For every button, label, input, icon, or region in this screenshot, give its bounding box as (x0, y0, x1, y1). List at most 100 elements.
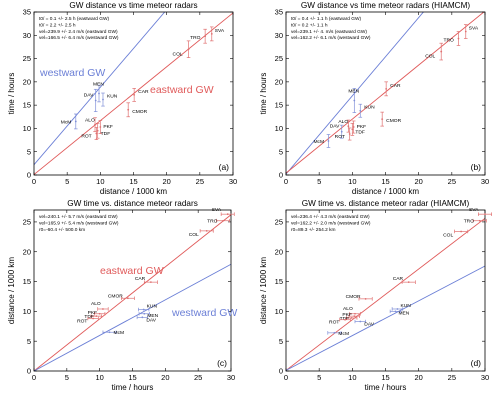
y-tick-label: 10 (275, 307, 283, 316)
y-tick-label: 15 (23, 101, 31, 110)
data-point (187, 48, 190, 51)
fit-annotation: vel=166.5 +/- 6.4 m/s (westward GW) (39, 35, 119, 41)
y-tick-label: 15 (275, 277, 283, 286)
x-tick-label: 15 (129, 177, 137, 186)
data-point (141, 316, 144, 319)
chart-title: GW time vs. distance meteor radars (67, 199, 198, 208)
station-label: DAV (330, 124, 340, 130)
station-label: COL (443, 232, 453, 238)
data-point (204, 35, 207, 38)
data-point (353, 315, 356, 318)
fit-annotation: vel=162.2 +/- 6.1 m/s (westward GW) (291, 35, 371, 41)
data-point (484, 213, 486, 216)
fit-annotation: t0/ = 0.2 +/- 1.1 h (291, 22, 328, 28)
station-label: McM (114, 330, 125, 336)
y-tick-label: 5 (279, 337, 283, 346)
station-label: ROT (335, 134, 345, 140)
x-tick-label: 20 (414, 177, 422, 186)
x-tick-label: 10 (348, 177, 356, 186)
x-tick-label: 25 (196, 177, 204, 186)
data-point (327, 140, 330, 142)
data-point (127, 297, 129, 300)
station-label: ALO (343, 306, 353, 312)
data-point (99, 126, 102, 128)
station-label: McM (338, 331, 349, 337)
fit-annotation: t0/ = 0.4 +/- 1.1 h (eastward GW) (291, 16, 362, 22)
station-label: MEN (147, 313, 158, 319)
fit-annotation: t0/ = 0.1 +/- 2.5 h (eastward GW) (39, 16, 110, 22)
station-label: TDF (355, 129, 365, 135)
x-axis-label: distance / 1000 km (100, 187, 167, 196)
station-label: ALO (338, 119, 348, 125)
data-point (143, 312, 146, 315)
x-tick-label: 30 (481, 177, 489, 186)
x-tick-label: 5 (65, 373, 69, 382)
chart-title: GW distance vs time meteor radars (HIAMC… (301, 1, 471, 10)
x-tick-label: 10 (95, 373, 103, 382)
y-tick-label: 5 (279, 147, 283, 156)
fit-line-westward-gw (286, 265, 485, 371)
y-tick-label: 5 (27, 147, 31, 156)
fit-annotation: vel=239.9 +/- 2.4 m/s (eastward GW) (39, 29, 118, 35)
chart-panel-3: GW time vs. distance meteor radars 0 5 10 15… (7, 199, 237, 392)
station-label: CAR (390, 83, 401, 89)
data-point (344, 318, 346, 321)
fit-annotation: vel=239.1 +/- 4. m/s (eastward GW) (291, 29, 367, 35)
station-label: TDF (340, 316, 350, 322)
data-point (205, 229, 208, 232)
y-axis-label: time / hours (7, 73, 16, 115)
x-tick-label: 0 (32, 373, 36, 382)
data-point (149, 281, 152, 284)
data-point (74, 120, 77, 123)
y-tick-label: 25 (275, 218, 283, 227)
data-point (350, 317, 353, 319)
fit-annotation: r0=89.3 +/- 254.2 km (291, 227, 336, 233)
y-tick-label: 5 (27, 337, 31, 346)
station-label: KUN (147, 304, 158, 310)
fit-line-eastward-gw (34, 12, 233, 175)
x-axis-label: distance / 1000 km (352, 187, 419, 196)
data-point (460, 230, 463, 233)
data-point (354, 312, 356, 315)
station-label: McM (61, 119, 72, 125)
station-label: CAR (393, 276, 404, 282)
x-tick-label: 25 (194, 373, 202, 382)
y-tick-label: 30 (23, 31, 31, 40)
data-point (478, 219, 481, 222)
data-point (407, 281, 410, 284)
y-tick-label: 20 (23, 77, 31, 86)
station-label: TRO (464, 219, 475, 225)
fit-annotation: vel=236.4 +/- 4.3 m/s (eastward GW) (291, 214, 370, 220)
data-point (96, 129, 99, 132)
data-point (333, 331, 336, 334)
y-tick-label: 20 (275, 247, 283, 256)
x-tick-label: 5 (317, 177, 321, 186)
y-axis-label: time / hours (259, 73, 268, 115)
station-label: ROT (81, 134, 91, 140)
x-axis-label: time / hours (365, 383, 407, 392)
data-point (95, 132, 98, 135)
data-point (102, 308, 104, 310)
station-label: TRO (443, 38, 454, 44)
fit-annotation: vel=240.1 +/- 5.7 m/s (eastward GW) (39, 214, 118, 220)
station-label: CMOR (346, 294, 361, 300)
fit-line-eastward-gw (286, 12, 485, 174)
panel-label: (a) (219, 162, 230, 172)
x-tick-label: 20 (161, 373, 169, 382)
data-point (226, 213, 229, 216)
x-tick-label: 20 (162, 177, 170, 186)
x-tick-label: 25 (448, 177, 456, 186)
data-point (396, 308, 399, 310)
data-point (108, 331, 111, 334)
y-axis-label: distance / 1000 km (259, 257, 268, 324)
series-label: eastward GW (100, 265, 164, 277)
station-label: CMOR (108, 293, 123, 299)
data-point (222, 219, 225, 222)
chart-title: GW time vs. distance meteor radar (HIAMC… (302, 199, 470, 208)
y-tick-label: 25 (23, 54, 31, 63)
station-label: ROT (77, 319, 87, 325)
station-label: McM (313, 139, 324, 145)
y-tick-label: 0 (27, 367, 31, 376)
y-tick-label: 0 (279, 367, 283, 376)
